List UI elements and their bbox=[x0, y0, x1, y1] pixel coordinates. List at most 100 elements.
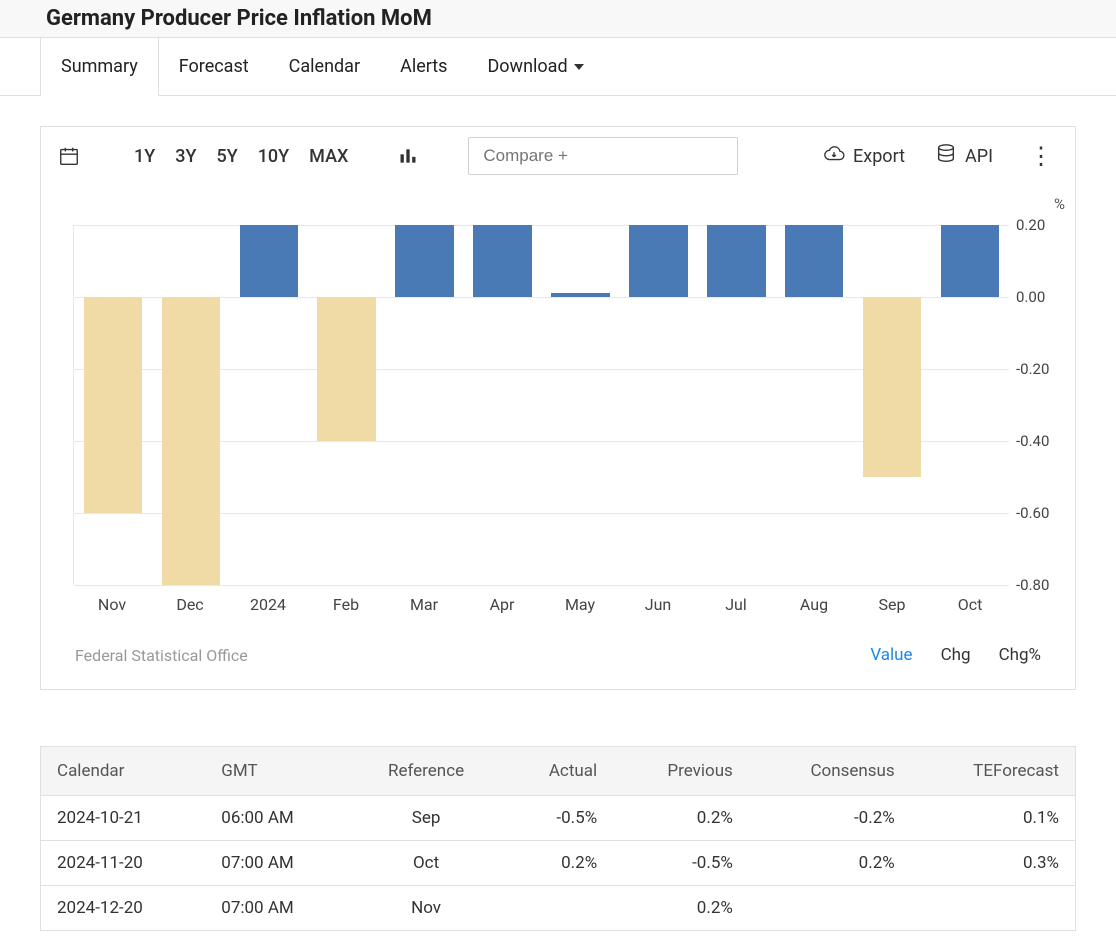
tab-download[interactable]: Download bbox=[467, 38, 603, 95]
table-row: 2024-11-2007:00 AMOct0.2%-0.5%0.2%0.3% bbox=[41, 841, 1076, 886]
calendar-cell: Sep bbox=[351, 796, 502, 841]
calendar-cell: 0.1% bbox=[911, 796, 1076, 841]
bar[interactable] bbox=[473, 225, 531, 297]
tab-summary[interactable]: Summary bbox=[40, 38, 159, 95]
api-button[interactable]: API bbox=[935, 143, 993, 170]
calendar-header-row: CalendarGMTReferenceActualPreviousConsen… bbox=[41, 747, 1076, 796]
chart-footer-links: Value Chg Chg% bbox=[870, 645, 1041, 665]
calendar-cell: 0.2% bbox=[749, 841, 911, 886]
database-icon bbox=[935, 143, 957, 170]
page-header: Germany Producer Price Inflation MoM bbox=[0, 0, 1116, 38]
tab-forecast[interactable]: Forecast bbox=[159, 38, 269, 95]
tab-alerts[interactable]: Alerts bbox=[380, 38, 467, 95]
bar[interactable] bbox=[707, 225, 765, 297]
x-tick-label: Oct bbox=[958, 595, 983, 614]
y-tick-label: 0.20 bbox=[1016, 216, 1064, 234]
cloud-download-icon bbox=[823, 143, 845, 170]
export-button[interactable]: Export bbox=[823, 143, 905, 170]
bar[interactable] bbox=[941, 225, 999, 297]
bar[interactable] bbox=[162, 297, 220, 585]
calendar-cell: Nov bbox=[351, 886, 502, 931]
export-label: Export bbox=[853, 146, 905, 167]
x-tick-label: Dec bbox=[176, 595, 203, 614]
x-tick-label: Nov bbox=[98, 595, 126, 614]
range-5y[interactable]: 5Y bbox=[216, 146, 237, 167]
table-row: 2024-12-2007:00 AMNov 0.2% bbox=[41, 886, 1076, 931]
api-label: API bbox=[965, 146, 993, 167]
x-tick-label: Jul bbox=[725, 595, 747, 614]
calendar-header-cell: Actual bbox=[501, 747, 613, 796]
gridline bbox=[74, 585, 1009, 586]
chart-area: % 0.200.00-0.20-0.40-0.60-0.80 NovDec202… bbox=[41, 185, 1075, 625]
chart-unit-label: % bbox=[1054, 195, 1065, 213]
range-10y[interactable]: 10Y bbox=[258, 146, 289, 167]
calendar-cell: -0.5% bbox=[613, 841, 749, 886]
more-options-icon[interactable]: ⋮ bbox=[1023, 142, 1059, 170]
gridline bbox=[74, 225, 1009, 226]
calendar-cell: -0.2% bbox=[749, 796, 911, 841]
calendar-cell: Oct bbox=[351, 841, 502, 886]
table-row: 2024-10-2106:00 AMSep-0.5%0.2%-0.2%0.1% bbox=[41, 796, 1076, 841]
x-tick-label: Mar bbox=[410, 595, 438, 614]
y-tick-label: -0.40 bbox=[1016, 432, 1064, 450]
footer-link-chgpct[interactable]: Chg% bbox=[999, 645, 1041, 665]
calendar-cell: 0.2% bbox=[613, 886, 749, 931]
bar[interactable] bbox=[317, 297, 375, 441]
page-title: Germany Producer Price Inflation MoM bbox=[46, 6, 1070, 31]
x-tick-label: Jun bbox=[645, 595, 671, 614]
x-axis-labels: Nov Dec 2024 Feb Mar Apr May Jun Jul Aug Sep Oct bbox=[73, 595, 1009, 615]
chart-type-icon[interactable] bbox=[396, 144, 420, 168]
compare-input[interactable] bbox=[468, 137, 738, 175]
toolbar-right: Export API ⋮ bbox=[823, 142, 1059, 170]
bar[interactable] bbox=[551, 293, 609, 297]
calendar-header-cell: Previous bbox=[613, 747, 749, 796]
y-tick-label: -0.20 bbox=[1016, 360, 1064, 378]
tab-calendar[interactable]: Calendar bbox=[269, 38, 380, 95]
y-tick-label: 0.00 bbox=[1016, 288, 1064, 306]
calendar-cell: 06:00 AM bbox=[205, 796, 350, 841]
calendar-cell bbox=[501, 886, 613, 931]
calendar-header-cell: GMT bbox=[205, 747, 350, 796]
calendar-header-cell: Calendar bbox=[41, 747, 206, 796]
range-links: 1Y 3Y 5Y 10Y MAX bbox=[134, 146, 348, 167]
calendar-cell: 2024-10-21 bbox=[41, 796, 206, 841]
x-tick-label: Aug bbox=[800, 595, 828, 614]
y-tick-label: -0.60 bbox=[1016, 504, 1064, 522]
calendar-cell: 0.3% bbox=[911, 841, 1076, 886]
calendar-cell: 0.2% bbox=[613, 796, 749, 841]
x-tick-label: Apr bbox=[490, 595, 515, 614]
range-1y[interactable]: 1Y bbox=[134, 146, 155, 167]
bar[interactable] bbox=[629, 225, 687, 297]
footer-link-chg[interactable]: Chg bbox=[941, 645, 971, 665]
x-tick-label: 2024 bbox=[250, 595, 286, 614]
y-tick-label: -0.80 bbox=[1016, 576, 1064, 594]
range-max[interactable]: MAX bbox=[309, 146, 348, 167]
chart-source: Federal Statistical Office bbox=[75, 646, 248, 665]
x-tick-label: Sep bbox=[879, 595, 906, 614]
calendar-cell: 2024-12-20 bbox=[41, 886, 206, 931]
chevron-down-icon bbox=[574, 64, 584, 70]
bar[interactable] bbox=[395, 225, 453, 297]
bar[interactable] bbox=[863, 297, 921, 477]
bar[interactable] bbox=[84, 297, 142, 513]
calendar-cell bbox=[911, 886, 1076, 931]
calendar-cell: 2024-11-20 bbox=[41, 841, 206, 886]
calendar-cell: 0.2% bbox=[501, 841, 613, 886]
chart-footer: Federal Statistical Office Value Chg Chg% bbox=[41, 625, 1075, 689]
date-range-icon[interactable] bbox=[57, 144, 81, 168]
bar[interactable] bbox=[785, 225, 843, 297]
tabs-container: SummaryForecastCalendarAlertsDownload bbox=[0, 38, 1116, 96]
calendar-cell: 07:00 AM bbox=[205, 886, 350, 931]
calendar-table: CalendarGMTReferenceActualPreviousConsen… bbox=[40, 746, 1076, 931]
footer-link-value[interactable]: Value bbox=[870, 645, 912, 665]
range-3y[interactable]: 3Y bbox=[175, 146, 196, 167]
bar[interactable] bbox=[240, 225, 298, 297]
x-tick-label: May bbox=[565, 595, 595, 614]
chart-plot: 0.200.00-0.20-0.40-0.60-0.80 bbox=[73, 225, 1009, 585]
calendar-header-cell: Consensus bbox=[749, 747, 911, 796]
chart-toolbar: 1Y 3Y 5Y 10Y MAX Export API ⋮ bbox=[41, 127, 1075, 185]
calendar-header-cell: Reference bbox=[351, 747, 502, 796]
x-tick-label: Feb bbox=[333, 595, 359, 614]
calendar-cell bbox=[749, 886, 911, 931]
calendar-header-cell: TEForecast bbox=[911, 747, 1076, 796]
